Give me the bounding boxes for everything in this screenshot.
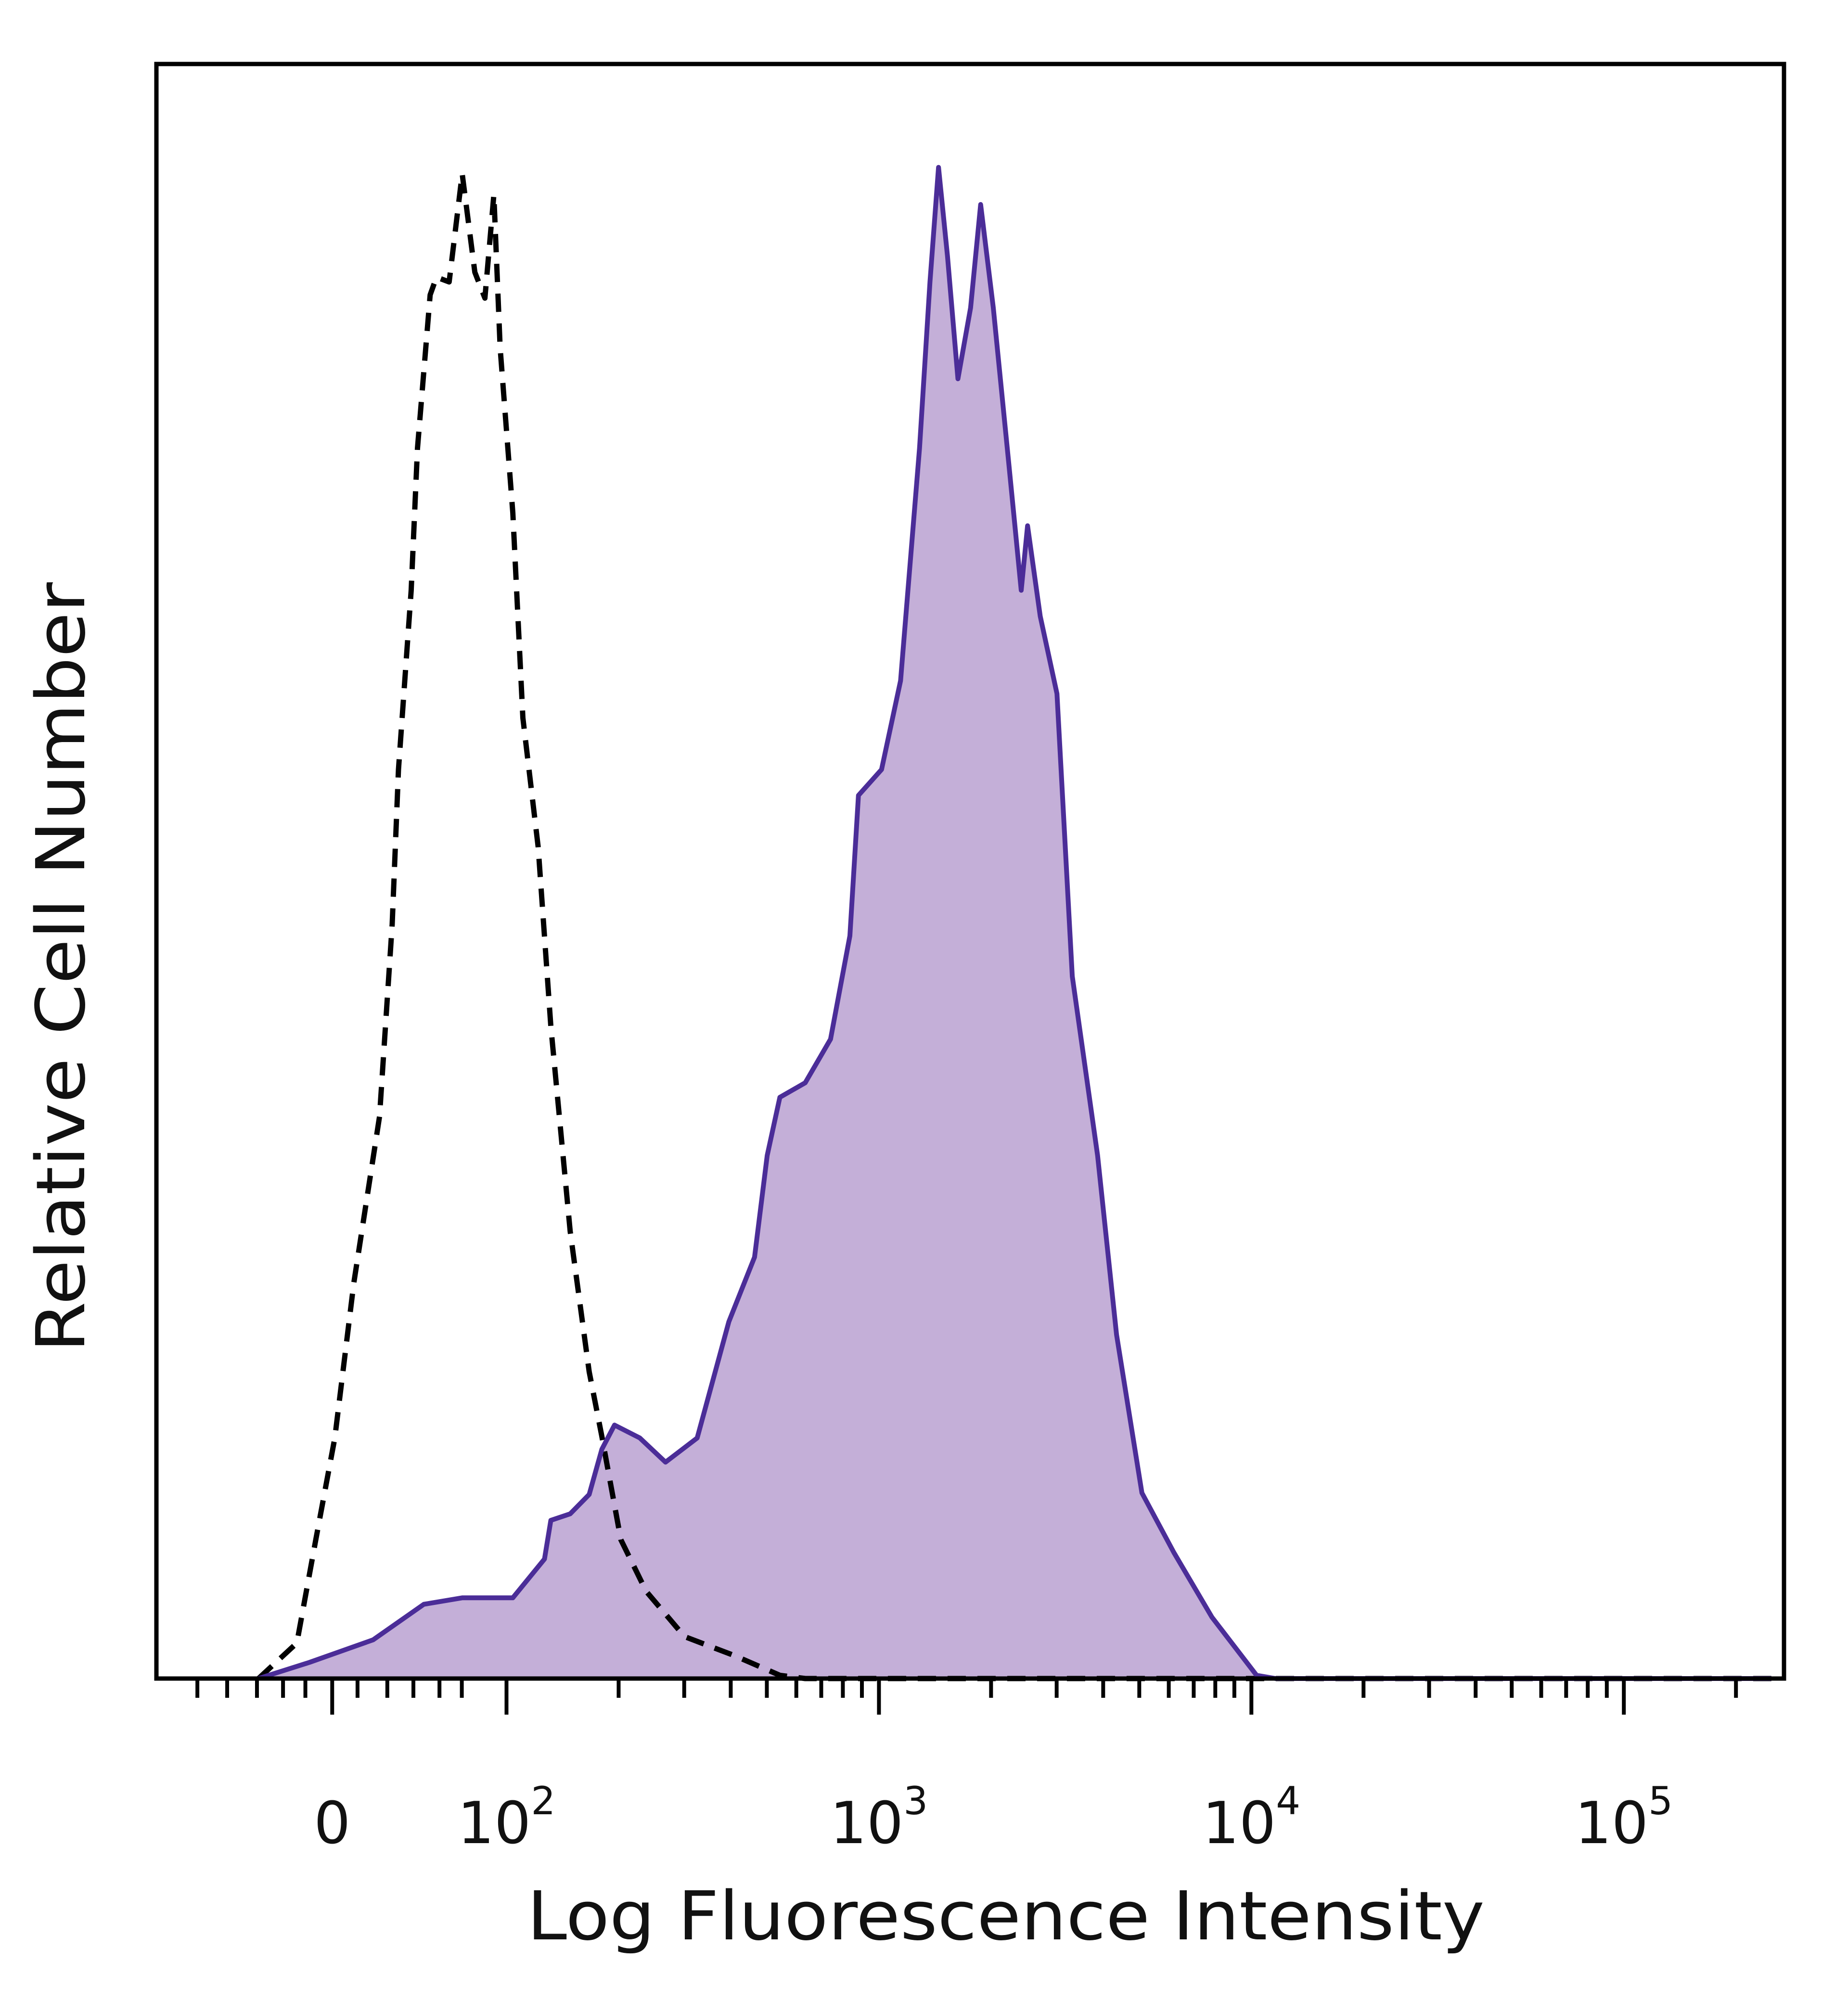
- x-tick-label-exponent: 3: [903, 1779, 928, 1823]
- x-tick-label-exponent: 5: [1648, 1779, 1673, 1823]
- x-axis-label: Log Fluorescence Intensity: [527, 1877, 1485, 1956]
- x-tick-label-base: 10: [830, 1790, 904, 1857]
- series-fill-0: [258, 167, 1771, 1679]
- series-line-0: [257, 165, 1771, 1681]
- x-tick-label: 105: [1575, 1779, 1673, 1857]
- x-tick-label: 103: [830, 1779, 928, 1857]
- x-tick-label-base: 10: [1575, 1790, 1648, 1857]
- x-tick-label-exponent: 4: [1276, 1779, 1300, 1823]
- x-tick-label-base: 10: [1202, 1790, 1276, 1857]
- x-tick-label-exponent: 2: [531, 1779, 555, 1823]
- x-tick-label: 102: [458, 1779, 556, 1857]
- plot-area: [257, 165, 1771, 1681]
- x-axis-tick-labels: 0 102 103 104 105: [314, 1779, 1673, 1857]
- y-axis-label: Relative Cell Number: [22, 582, 101, 1352]
- x-tick-label: 0: [314, 1790, 350, 1857]
- x-tick-label: 104: [1202, 1779, 1300, 1857]
- x-tick-label-base: 10: [458, 1790, 531, 1857]
- x-tick-label-base: 0: [314, 1790, 350, 1857]
- x-axis-ticks: [195, 1679, 1738, 1715]
- plot-frame: [154, 62, 1786, 1681]
